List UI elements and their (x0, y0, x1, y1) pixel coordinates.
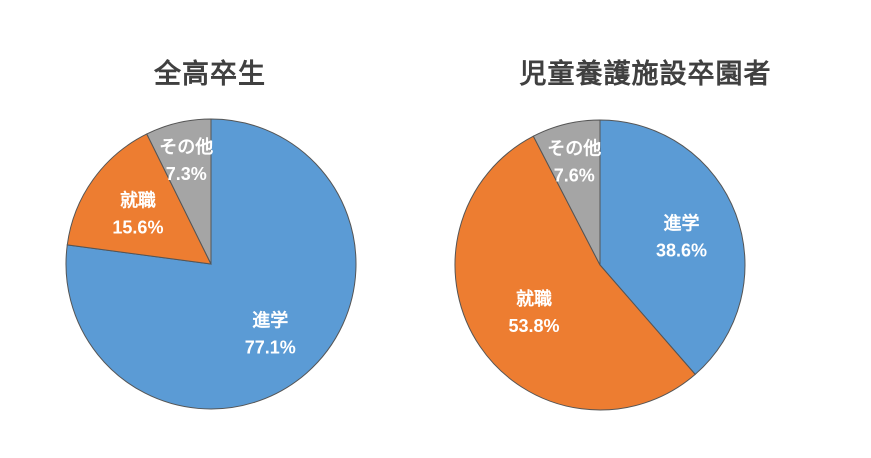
slice-value-label: 38.6% (656, 241, 707, 261)
slice-value-label: 15.6% (112, 218, 163, 238)
pie-plot: 進学 77.1% 就職 15.6% その他 7.3% (65, 118, 357, 410)
pie-chart-care-leavers: 児童養護施設卒園者 進学 38.6% 就職 53.8% その他 7.6% (420, 0, 871, 458)
slice-label: 進学 (252, 310, 288, 331)
slice-label: 進学 (663, 213, 699, 234)
pie-slice-1 (66, 133, 212, 265)
slice-value-label: 53.8% (509, 316, 560, 336)
slice-label: その他 (159, 136, 213, 157)
slice-value-label: 77.1% (245, 338, 296, 358)
pie-slice-2 (146, 118, 212, 265)
pie-slice-2 (532, 119, 601, 266)
pie-chart-all-graduates: 全高卒生 進学 77.1% 就職 15.6% その他 7.3% (0, 0, 420, 458)
slice-label: その他 (547, 137, 601, 158)
pie-slice-1 (454, 135, 696, 411)
slice-value-label: 7.6% (554, 165, 595, 185)
slice-label: 就職 (516, 288, 552, 309)
slice-label: 就職 (120, 190, 156, 211)
pie-slice-0 (599, 119, 746, 376)
chart-title: 全高卒生 (154, 59, 266, 90)
slice-value-label: 7.3% (166, 164, 207, 184)
chart-title: 児童養護施設卒園者 (519, 59, 772, 90)
pie-plot: 進学 38.6% 就職 53.8% その他 7.6% (454, 119, 746, 411)
